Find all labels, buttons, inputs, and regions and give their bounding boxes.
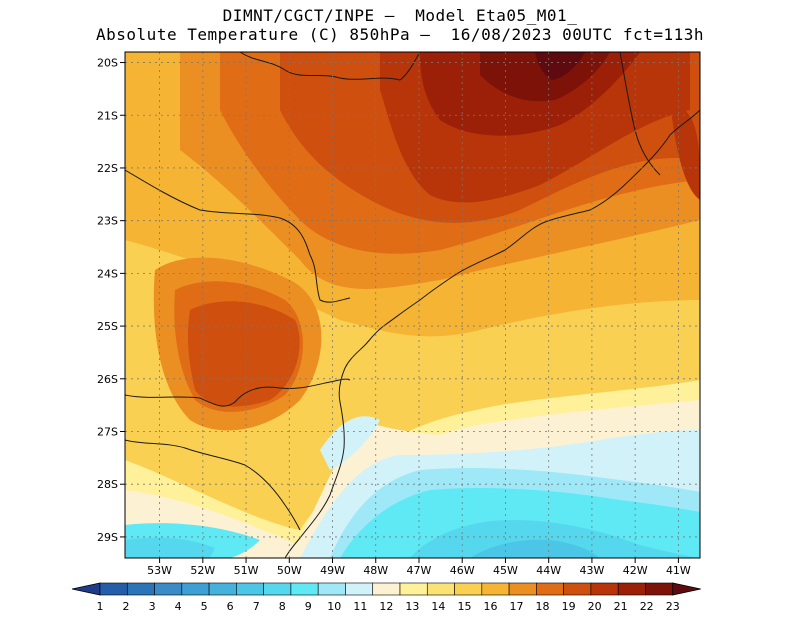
map-frame xyxy=(124,51,701,559)
lat-tick-label: 26S xyxy=(97,373,118,386)
colorbar-label: 1 xyxy=(97,600,104,613)
lat-tick-label: 22S xyxy=(97,162,118,175)
colorbar-swatch xyxy=(154,582,183,596)
colorbar-swatch xyxy=(263,582,292,596)
colorbar-swatch xyxy=(645,582,674,596)
colorbar-label: 3 xyxy=(149,600,156,613)
colorbar-swatch xyxy=(126,582,155,596)
lon-tick-label: 44W xyxy=(536,564,561,577)
colorbar-label: 12 xyxy=(379,600,393,613)
colorbar-swatch xyxy=(563,582,592,596)
colorbar-swatch xyxy=(426,582,455,596)
colorbar-label: 2 xyxy=(123,600,130,613)
colorbar-label: 21 xyxy=(614,600,628,613)
colorbar-label: 11 xyxy=(353,600,367,613)
colorbar-swatch xyxy=(617,582,646,596)
lat-tick-label: 21S xyxy=(97,109,118,122)
lat-tick-label: 25S xyxy=(97,320,118,333)
lon-tick-label: 45W xyxy=(493,564,518,577)
colorbar-swatch xyxy=(399,582,428,596)
latitude-labels: 20S 21S 22S 23S 24S 25S 26S 27S 28S 29S xyxy=(97,57,118,544)
lon-tick-label: 53W xyxy=(147,564,172,577)
colorbar-arrow-right xyxy=(672,582,701,596)
lon-tick-label: 43W xyxy=(579,564,604,577)
colorbar-label: 4 xyxy=(175,600,182,613)
colorbar-label: 14 xyxy=(431,600,445,613)
lon-tick-label: 51W xyxy=(234,564,259,577)
lon-tick-label: 48W xyxy=(363,564,388,577)
colorbar-label: 18 xyxy=(536,600,550,613)
colorbar-label: 20 xyxy=(588,600,602,613)
lon-tick-label: 46W xyxy=(450,564,475,577)
colorbar-swatch xyxy=(290,582,319,596)
colorbar-swatch xyxy=(317,582,346,596)
colorbar-swatch xyxy=(236,582,264,596)
colorbar-swatch xyxy=(99,582,128,596)
colorbar-label: 7 xyxy=(253,600,260,613)
lon-tick-label: 42W xyxy=(623,564,648,577)
colorbar-swatch xyxy=(372,582,401,596)
chart-title-line2: Absolute Temperature (C) 850hPa – 16/08/… xyxy=(96,25,704,44)
colorbar-label: 19 xyxy=(562,600,576,613)
lat-tick-label: 20S xyxy=(97,57,118,70)
coastline-borders xyxy=(125,52,700,558)
chart-title-line1: DIMNT/CGCT/INPE – Model Eta05_M01_ xyxy=(222,6,578,25)
colorbar-swatch xyxy=(590,582,619,596)
colorbar-arrow-left xyxy=(71,582,101,596)
lon-tick-label: 50W xyxy=(277,564,302,577)
colorbar-label: 15 xyxy=(457,600,471,613)
lat-tick-label: 29S xyxy=(97,531,118,544)
lon-tick-label: 52W xyxy=(190,564,215,577)
lon-tick-label: 49W xyxy=(320,564,345,577)
colorbar-swatch xyxy=(536,582,564,596)
lon-tick-label: 47W xyxy=(407,564,432,577)
colorbar-swatch xyxy=(181,582,210,596)
colorbar-label: 6 xyxy=(227,600,234,613)
lat-tick-label: 27S xyxy=(97,426,118,439)
longitude-labels: 53W 52W 51W 50W 49W 48W 47W 46W 45W 44W 43W 42W 41W xyxy=(147,564,691,577)
map-grid xyxy=(125,52,700,558)
colorbar-label: 8 xyxy=(279,600,286,613)
colorbar-label: 10 xyxy=(327,600,341,613)
colorbar-label: 16 xyxy=(483,600,497,613)
colorbar-swatch xyxy=(481,582,510,596)
colorbar-swatch xyxy=(508,582,537,596)
colorbar-swatch xyxy=(454,582,483,596)
colorbar-label: 17 xyxy=(510,600,524,613)
lat-tick-label: 28S xyxy=(97,478,118,491)
colorbar-label: 22 xyxy=(640,600,654,613)
colorbar-labels: 1 2 3 4 5 6 7 8 9 10 11 12 13 14 15 16 17 18 19 20 21 22 23 xyxy=(97,600,680,613)
colorbar-label: 13 xyxy=(405,600,419,613)
colorbar xyxy=(71,582,701,596)
temperature-field xyxy=(125,52,700,558)
lat-tick-label: 23S xyxy=(97,215,118,228)
colorbar-label: 9 xyxy=(305,600,312,613)
lon-tick-label: 41W xyxy=(666,564,691,577)
colorbar-swatch xyxy=(345,582,374,596)
colorbar-label: 5 xyxy=(201,600,208,613)
colorbar-swatch xyxy=(208,582,237,596)
lat-tick-label: 24S xyxy=(97,267,118,280)
colorbar-label: 23 xyxy=(666,600,680,613)
